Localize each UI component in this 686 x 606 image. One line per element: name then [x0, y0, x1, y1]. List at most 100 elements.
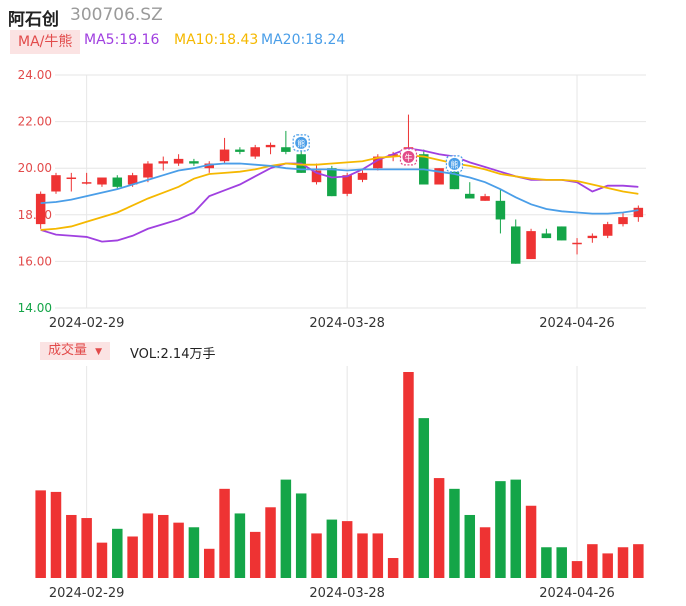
- volume-bar: [387, 558, 399, 578]
- volume-bar: [633, 544, 644, 578]
- candle-body: [556, 226, 567, 241]
- candle-body: [97, 177, 107, 185]
- candle-body: [173, 158, 184, 164]
- volume-bar: [556, 547, 567, 578]
- candle-body: [587, 235, 598, 239]
- volume-bar: [433, 478, 445, 578]
- candle-body: [526, 231, 536, 260]
- candle-body: [510, 226, 521, 264]
- volume-bar: [142, 513, 154, 578]
- candle-body: [311, 170, 322, 183]
- volume-bar: [50, 491, 62, 578]
- candle-body: [633, 207, 644, 218]
- ma20-legend: MA20:18.24: [261, 32, 346, 48]
- volume-value: VOL:2.14万手: [130, 347, 216, 362]
- candle-body: [204, 163, 214, 169]
- candle: [204, 161, 214, 173]
- ma-indicator-selector[interactable]: MA/牛熊: [10, 30, 81, 54]
- volume-bar: [525, 505, 537, 578]
- volume-bar: [464, 514, 476, 578]
- y-tick-label: 20.00: [18, 161, 52, 175]
- volume-bar: [127, 536, 138, 578]
- ma10-line: [40, 154, 639, 231]
- volume-bar: [326, 519, 338, 578]
- volume-bar: [219, 488, 230, 578]
- candle: [66, 172, 77, 192]
- candle: [357, 170, 368, 183]
- candle: [173, 154, 184, 166]
- volume-indicator-selector[interactable]: 成交量 ▼: [40, 342, 111, 360]
- candle-body: [35, 193, 46, 225]
- candle: [250, 144, 260, 159]
- signal-marker-label: 熊: [297, 138, 305, 148]
- volume-bar: [418, 418, 430, 578]
- candle: [281, 130, 291, 155]
- volume-bar: [495, 481, 506, 578]
- candle: [112, 175, 123, 190]
- candle: [587, 233, 598, 243]
- candle: [602, 221, 613, 239]
- candle-body: [618, 217, 628, 225]
- candle-body: [81, 182, 92, 184]
- candle: [97, 177, 107, 187]
- volume-bar: [479, 527, 491, 578]
- x-tick-label: 2024-03-28: [309, 586, 385, 601]
- signal-marker: 熊: [445, 155, 464, 173]
- volume-bar: [66, 514, 77, 578]
- volume-bar: [249, 531, 261, 578]
- candle: [81, 172, 92, 185]
- candle-body: [189, 161, 199, 164]
- candle: [311, 163, 322, 185]
- volume-bar: [280, 479, 292, 578]
- candle-body: [127, 175, 138, 185]
- candle: [480, 193, 490, 201]
- volume-bar: [265, 507, 276, 578]
- volume-bar: [173, 522, 184, 578]
- candle-body: [572, 242, 582, 245]
- y-tick-label: 18.00: [18, 208, 52, 222]
- y-tick-label: 14.00: [18, 301, 52, 315]
- candle-body: [449, 168, 460, 190]
- volume-bar: [203, 548, 215, 578]
- candle-body: [51, 175, 61, 192]
- stock-name: 阿石创: [8, 10, 59, 30]
- candle: [219, 137, 230, 164]
- ma5-legend: MA5:19.16: [84, 32, 160, 48]
- candle: [143, 161, 153, 183]
- volume-bar: [403, 372, 414, 578]
- volume-bar: [96, 542, 108, 578]
- signal-marker: 牛: [399, 148, 418, 166]
- candle-body: [143, 163, 153, 178]
- volume-tag-label: 成交量: [48, 343, 88, 358]
- volume-bar: [571, 561, 583, 578]
- volume-bar: [449, 488, 460, 578]
- volume-bar: [81, 518, 92, 578]
- volume-bar: [617, 547, 629, 578]
- volume-bar: [357, 533, 368, 578]
- volume-bar: [587, 544, 598, 578]
- candle-body: [465, 193, 475, 199]
- candle-body: [495, 200, 506, 220]
- dropdown-arrow-icon: ▼: [95, 347, 103, 357]
- candle: [419, 149, 429, 185]
- x-tick-label: 2024-02-29: [49, 316, 125, 331]
- candle-body: [480, 196, 490, 201]
- y-tick-label: 22.00: [18, 115, 52, 129]
- candle: [327, 165, 337, 197]
- candle: [235, 147, 245, 155]
- volume-bar: [158, 514, 169, 578]
- candle: [510, 219, 521, 264]
- candle: [541, 228, 552, 239]
- x-tick-label: 2024-02-29: [49, 586, 125, 601]
- volume-bar: [510, 479, 521, 578]
- candle: [51, 172, 61, 194]
- x-tick-label: 2024-04-26: [539, 316, 615, 331]
- signal-marker-label: 牛: [404, 152, 412, 162]
- y-tick-label: 24.00: [18, 68, 52, 82]
- candle-body: [158, 161, 169, 164]
- volume-bar: [311, 533, 322, 578]
- volume-chart: 2024-02-29 2024-03-28 2024-04-26: [35, 366, 644, 601]
- candle: [556, 226, 567, 241]
- candle-body: [265, 144, 276, 148]
